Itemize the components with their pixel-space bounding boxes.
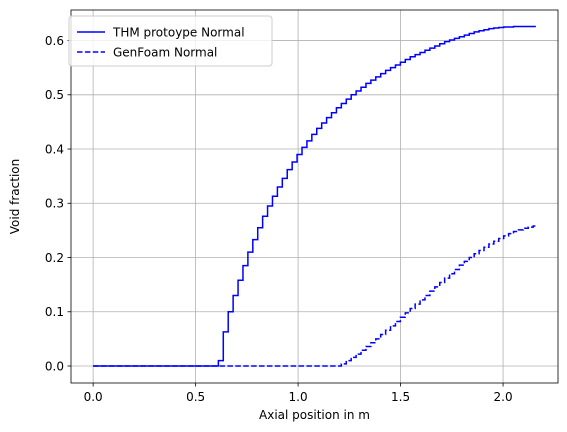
genfoam-series-line (93, 225, 536, 367)
legend: THM protoype Normal GenFoam Normal (68, 15, 273, 67)
y-tick-label: 0.1 (45, 305, 64, 319)
legend-label-genfoam: GenFoam Normal (113, 45, 217, 59)
y-tick-label: 0.5 (45, 88, 64, 102)
y-tick-label: 0.0 (45, 359, 64, 373)
legend-label-thm: THM protoype Normal (112, 25, 245, 39)
x-tick-label: 2.0 (494, 390, 513, 404)
thm-protoype-series-line (93, 25, 536, 367)
y-tick-label: 0.4 (45, 142, 64, 156)
y-tick-label: 0.6 (45, 34, 64, 48)
x-tick-label: 0.5 (186, 390, 205, 404)
x-axis-label: Axial position in m (259, 408, 370, 422)
y-tick-label: 0.3 (45, 197, 64, 211)
x-tick-label: 0.0 (84, 390, 103, 404)
data-series (93, 25, 536, 367)
x-tick-label: 1.5 (391, 390, 410, 404)
x-tick-label: 1.0 (289, 390, 308, 404)
y-axis-label: Void fraction (8, 159, 22, 234)
legend-box (68, 15, 273, 67)
plot-frame (70, 9, 559, 384)
y-tick-label: 0.2 (45, 251, 64, 265)
axis-ticks: 0.0 0.5 1.0 1.5 2.0 0.0 0.1 0.2 0.3 0.4 0.5 0.6 (45, 34, 513, 404)
